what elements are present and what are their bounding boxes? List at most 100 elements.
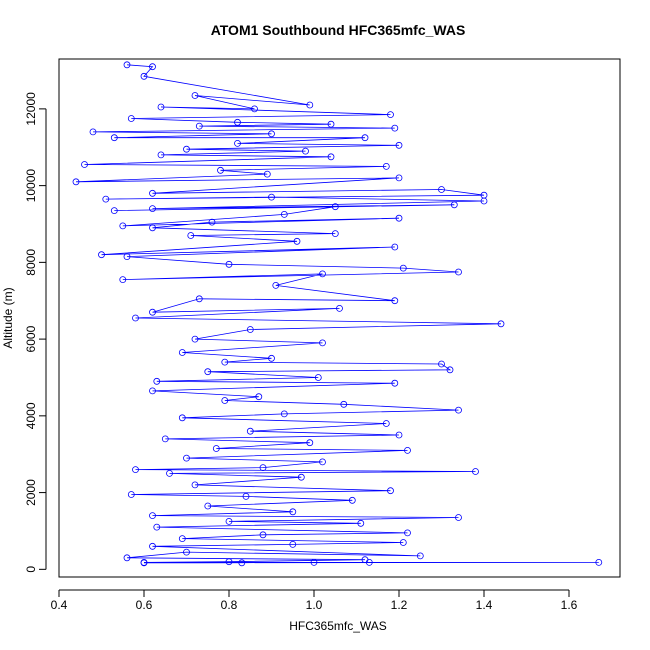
data-point — [212, 445, 220, 452]
y-tick-label: 4000 — [24, 402, 38, 429]
data-point — [234, 139, 241, 147]
data-point — [310, 559, 318, 566]
y-tick-label: 6000 — [24, 325, 38, 352]
data-point — [183, 145, 190, 153]
data-point — [72, 178, 80, 186]
data-point — [225, 260, 233, 268]
data-point — [450, 201, 458, 209]
data-point — [153, 377, 161, 385]
data-point — [259, 464, 267, 472]
data-point — [387, 487, 394, 495]
data-point — [391, 379, 399, 387]
data-point — [102, 195, 110, 203]
data-point — [127, 115, 135, 122]
data-point — [123, 61, 131, 69]
data-point — [110, 207, 118, 215]
data-point — [81, 161, 88, 168]
data-point — [302, 147, 309, 155]
data-point — [497, 320, 505, 328]
data-point — [297, 473, 305, 481]
data-point — [404, 446, 411, 454]
data-point — [191, 481, 199, 489]
data-point — [183, 548, 190, 556]
data-point — [221, 358, 229, 366]
data-point — [178, 349, 186, 356]
data-point — [251, 105, 258, 113]
data-point — [331, 203, 339, 211]
data-point — [157, 103, 165, 111]
data-point — [399, 264, 407, 272]
data-point — [149, 512, 156, 519]
x-tick-label: 0.4 — [51, 598, 68, 612]
x-tick-label: 1.4 — [476, 598, 493, 612]
data-point — [195, 122, 203, 130]
data-point — [387, 111, 394, 118]
data-point — [149, 205, 156, 213]
data-point — [438, 186, 445, 193]
data-point — [327, 153, 335, 161]
data-point — [140, 559, 148, 567]
data-point — [395, 174, 403, 182]
y-tick-label: 2000 — [24, 479, 38, 506]
data-point — [438, 360, 445, 368]
x-tick-label: 1.0 — [306, 598, 323, 612]
data-point — [327, 120, 335, 128]
data-point — [455, 406, 462, 414]
x-axis-label: HFC365mfc_WAS — [289, 619, 387, 633]
data-point — [149, 63, 156, 71]
data-point — [280, 410, 288, 418]
data-point — [391, 297, 399, 305]
data-point — [268, 130, 275, 138]
data-point — [268, 193, 275, 201]
data-point — [395, 214, 403, 222]
data-point — [268, 354, 275, 362]
plot-frame — [58, 58, 621, 578]
data-point — [416, 552, 424, 560]
data-point — [361, 134, 369, 142]
data-point — [149, 387, 156, 395]
data-point — [319, 339, 326, 347]
data-point — [217, 166, 224, 174]
data-point — [336, 304, 343, 312]
series-line — [75, 64, 599, 564]
data-point — [595, 559, 603, 566]
data-point — [246, 427, 254, 435]
data-point — [472, 468, 479, 475]
y-axis-label: Altitude (m) — [1, 287, 15, 348]
data-point — [149, 542, 156, 550]
data-point — [119, 276, 127, 284]
data-point — [204, 502, 212, 510]
data-point — [395, 141, 403, 149]
data-point — [123, 554, 131, 562]
y-tick-label: 8000 — [24, 249, 38, 276]
data-point — [331, 230, 339, 238]
data-point — [289, 541, 297, 548]
data-point — [178, 414, 186, 422]
data-point — [255, 393, 263, 401]
data-point — [166, 469, 173, 477]
data-point — [178, 535, 186, 542]
data-point — [399, 539, 407, 546]
data-point — [382, 162, 390, 170]
data-point — [306, 101, 314, 109]
data-point — [187, 232, 195, 239]
data-point — [455, 268, 462, 276]
data-point — [382, 420, 390, 427]
data-point — [119, 222, 127, 230]
plot-area — [72, 61, 603, 567]
chart-title: ATOM1 Southbound HFC365mfc_WAS — [211, 22, 466, 38]
data-point — [293, 237, 301, 245]
data-point — [263, 170, 271, 178]
data-point — [242, 492, 250, 500]
data-point — [204, 368, 212, 376]
data-point — [191, 92, 199, 99]
data-point — [391, 124, 399, 132]
data-point — [110, 134, 118, 142]
data-point — [195, 295, 203, 303]
data-point — [234, 118, 241, 126]
data-point — [208, 218, 216, 226]
data-point — [191, 335, 199, 343]
x-tick-label: 0.6 — [136, 598, 153, 612]
x-tick-label: 1.2 — [391, 598, 408, 612]
